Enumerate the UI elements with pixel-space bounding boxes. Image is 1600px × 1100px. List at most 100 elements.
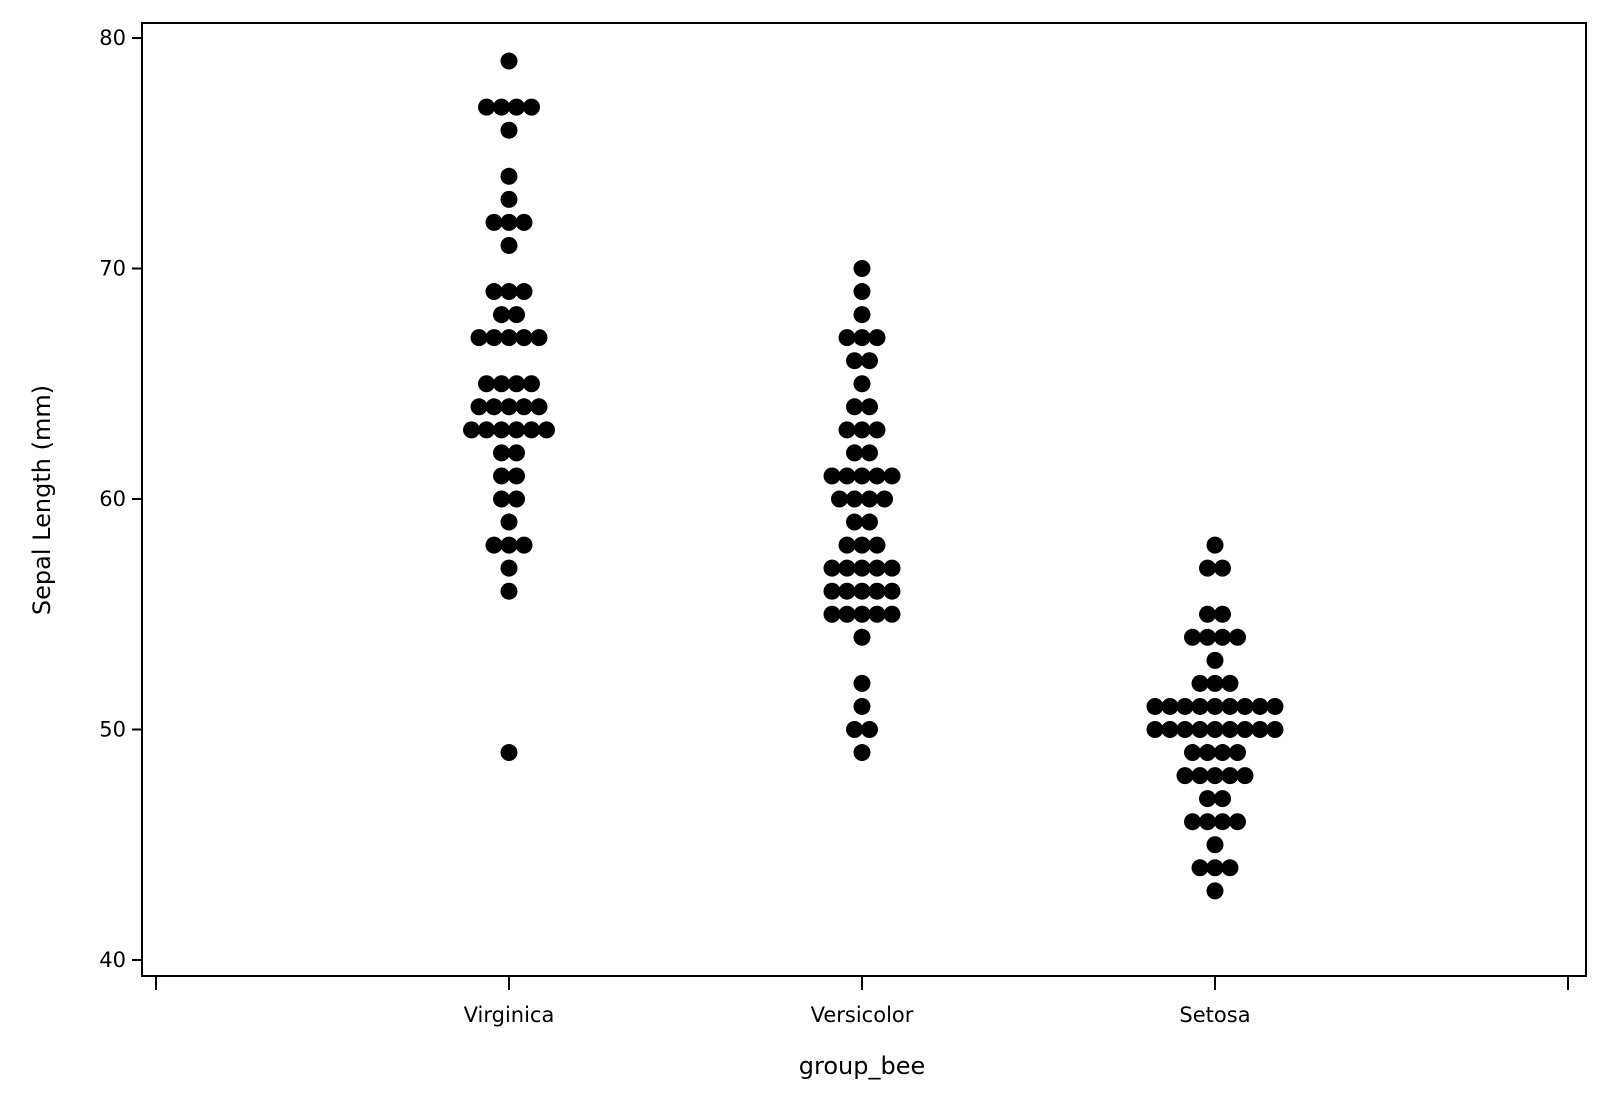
data-point [1191,767,1209,785]
data-point [508,444,525,462]
data-point [538,421,555,439]
data-point [1176,721,1194,738]
data-point [853,559,871,577]
data-point [868,582,886,600]
y-tick-label: 50 [99,718,126,742]
data-point [838,329,856,347]
data-point [1206,882,1224,900]
data-point [823,559,841,577]
data-point [500,283,518,301]
y-tick-label: 40 [99,948,126,972]
data-point [530,398,548,416]
data-point [500,513,518,531]
data-point [1199,605,1216,623]
data-point [523,421,540,439]
data-point [861,398,878,416]
data-point [1206,859,1224,877]
data-point [1184,813,1201,831]
data-point [500,744,518,762]
data-point [515,536,533,554]
data-point [1229,628,1246,646]
x-axis-label: group_bee [799,1052,925,1080]
data-point [868,536,886,554]
data-point [1206,836,1224,854]
data-point [838,605,856,623]
y-axis: 40 50 60 70 80 [99,26,142,972]
data-point [500,536,518,554]
data-point [493,306,510,324]
data-point [478,421,495,439]
data-point [1176,697,1194,715]
data-point [1221,767,1239,785]
data-point [500,52,518,70]
data-point [1184,744,1201,762]
data-point [500,236,518,254]
y-axis-label: Sepal Length (mm) [28,385,56,615]
data-point [861,721,878,738]
data-point [1191,697,1209,715]
data-point [508,306,525,324]
data-point [1251,697,1269,715]
data-point [1214,559,1231,577]
data-point [1199,628,1216,646]
data-point [485,283,503,301]
data-point [493,444,510,462]
data-point [1199,813,1216,831]
data-point [1146,697,1164,715]
data-point [1214,628,1231,646]
data-point [1176,767,1194,785]
data-point [868,421,886,439]
data-point [500,213,518,231]
data-point [838,559,856,577]
y-tick-label: 80 [99,26,126,50]
data-point [1206,721,1224,738]
data-point [508,375,525,393]
data-point [846,444,863,462]
data-point [1266,697,1284,715]
data-point [1251,721,1269,738]
data-point [846,513,863,531]
data-point [515,283,533,301]
data-point [853,421,871,439]
data-point [523,98,540,116]
data-point [500,329,518,347]
data-point [1214,605,1231,623]
data-point [853,536,871,554]
data-point [1221,721,1239,738]
data-point [493,421,510,439]
data-point [1229,744,1246,762]
data-point [515,329,533,347]
data-point [1221,697,1239,715]
y-tick-label: 60 [99,487,126,511]
data-point [500,121,518,139]
data-point [853,306,871,324]
data-point [1214,790,1231,808]
data-point [1199,790,1216,808]
data-point [1191,721,1209,738]
data-point [493,98,510,116]
data-point [853,582,871,600]
data-points [463,52,1284,900]
data-point [846,398,863,416]
x-axis: Virginica Versicolor Setosa [155,976,1569,1027]
data-point [861,490,878,508]
data-point [493,490,510,508]
data-point [493,375,510,393]
data-point [853,674,871,692]
data-point [1236,767,1254,785]
data-point [853,467,871,485]
data-point [853,329,871,347]
data-point [1221,859,1239,877]
data-point [1184,628,1201,646]
data-point [861,444,878,462]
data-point [508,98,525,116]
data-point [861,513,878,531]
data-point [868,329,886,347]
data-point [1199,559,1216,577]
x-tick-label: Versicolor [811,1003,914,1027]
data-point [500,398,518,416]
data-point [823,582,841,600]
data-point [493,467,510,485]
data-point [838,582,856,600]
